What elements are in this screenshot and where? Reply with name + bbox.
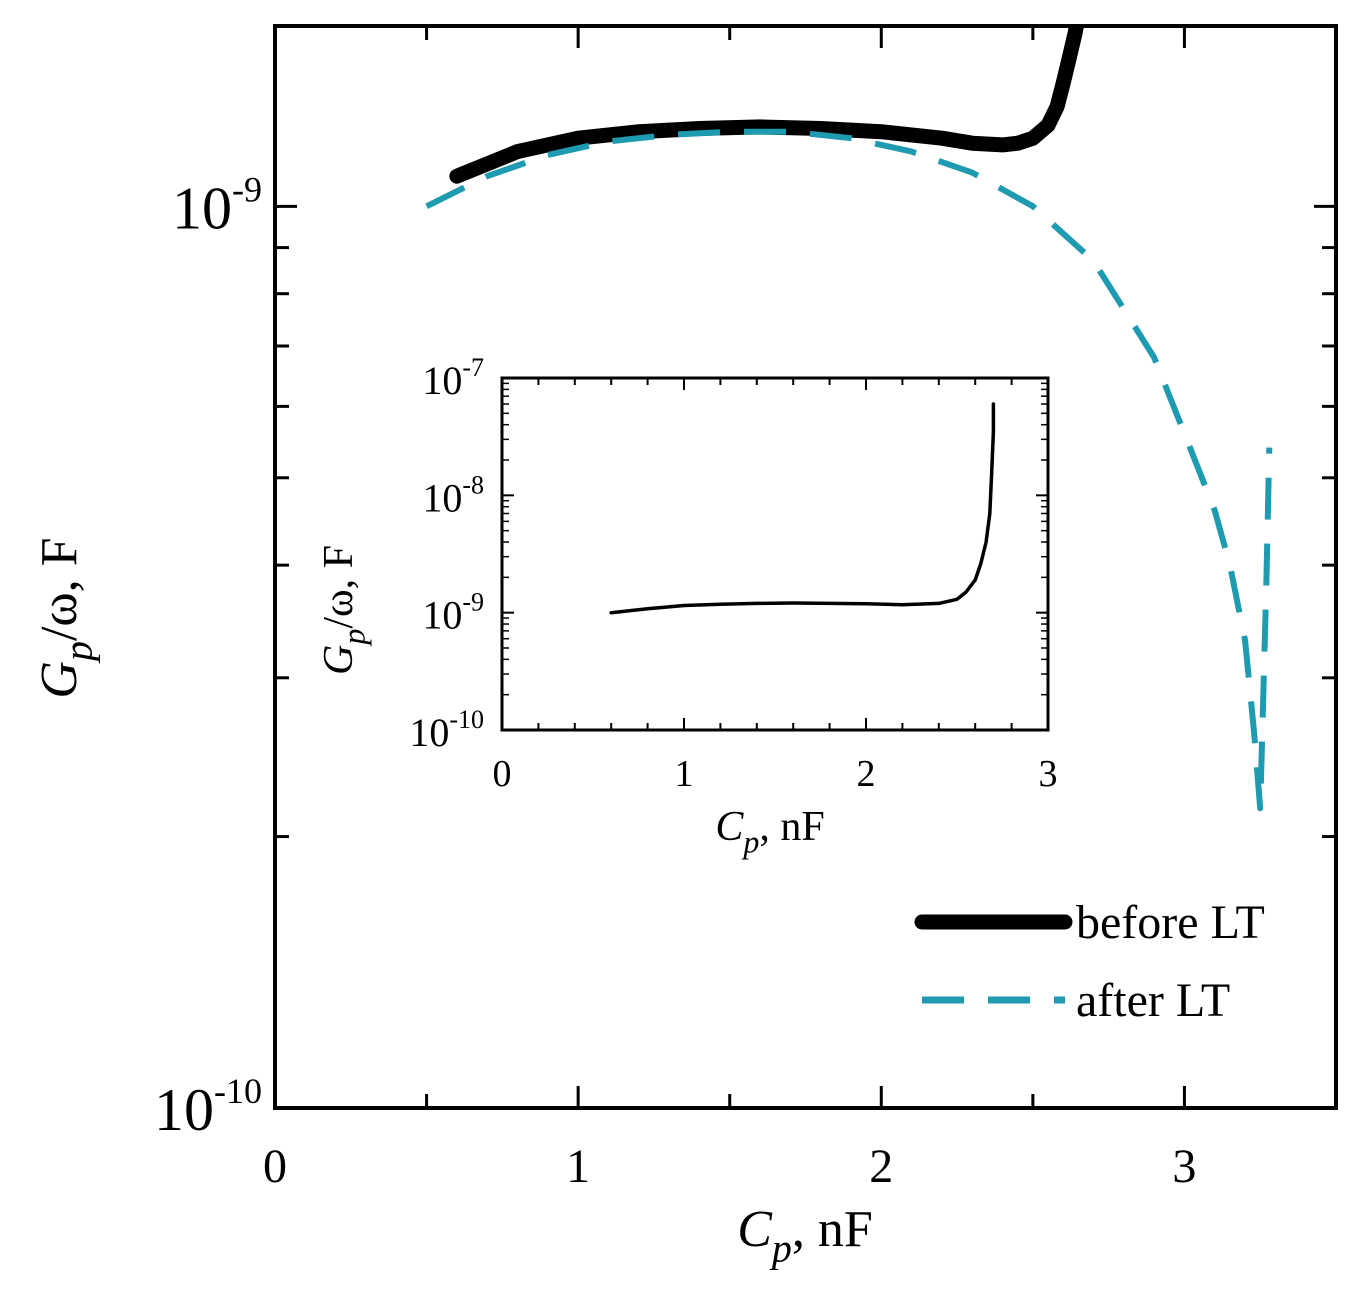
inset-x-tick-label: 3 — [1039, 753, 1058, 795]
main-x-axis-label: Cp, nF — [737, 1201, 873, 1271]
inset-x-tick-label: 2 — [857, 753, 876, 795]
main-x-tick-label: 0 — [263, 1140, 287, 1193]
main-x-tick-label: 3 — [1172, 1140, 1196, 1193]
inset-background — [502, 378, 1048, 730]
inset-y-axis-label: Gp/ω, F — [316, 545, 372, 675]
legend-label-after-lt: after LT — [1076, 974, 1230, 1027]
inset-plot-frame — [500, 376, 1050, 732]
main-plot: 0 1 2 3 10-10 10-9 Cp, nF Gp/ω, F — [31, 24, 1338, 1271]
main-y-tick-label: 10-10 — [154, 1071, 262, 1143]
legend: before LT after LT — [914, 896, 1265, 1027]
inset-plot: 0 1 2 3 10-10 10-9 10-8 10-7 Cp, nF Gp/ω, F — [316, 353, 1058, 860]
main-x-tick-label: 2 — [869, 1140, 893, 1193]
main-series-before-lt-line — [449, 26, 1084, 184]
main-x-tick-label: 1 — [566, 1140, 590, 1193]
main-y-axis-label: Gp/ω, F — [31, 537, 101, 698]
inset-y-tick-label: 10-7 — [422, 353, 484, 403]
inset-x-tick-label: 0 — [493, 753, 512, 795]
legend-label-before-lt: before LT — [1076, 896, 1265, 949]
inset-series-before-lt-line — [609, 402, 996, 615]
inset-x-tick-label: 1 — [675, 753, 694, 795]
inset-y-tick-label: 10-8 — [422, 470, 484, 520]
main-series-after-lt-line — [425, 128, 1273, 812]
inset-x-axis-label: Cp, nF — [715, 804, 824, 860]
inset-y-tick-label: 10-9 — [422, 588, 484, 638]
main-plot-frame — [273, 24, 1338, 1110]
main-y-tick-label: 10-9 — [172, 169, 262, 241]
inset-y-tick-label: 10-10 — [409, 705, 484, 755]
